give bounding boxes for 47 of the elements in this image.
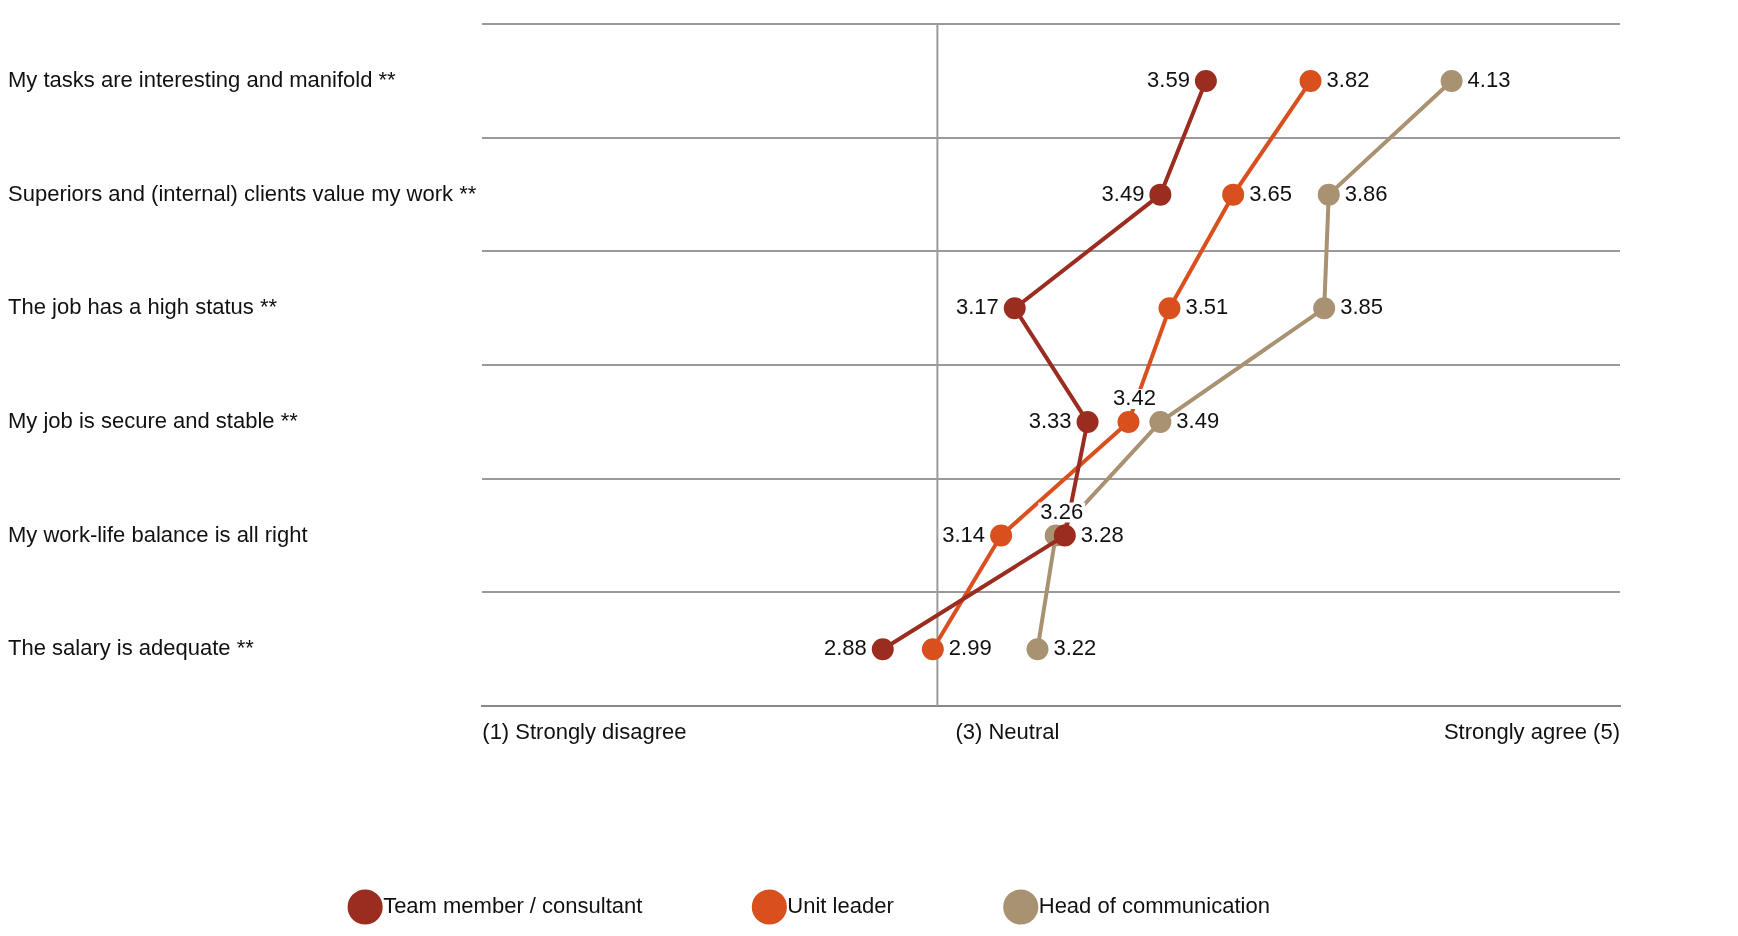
point xyxy=(1440,70,1463,93)
data-label: 3.49 xyxy=(1101,180,1145,206)
point xyxy=(921,638,944,661)
data-label: 3.22 xyxy=(1053,635,1097,661)
point xyxy=(1149,410,1172,433)
point xyxy=(1317,183,1340,206)
data-label: 3.17 xyxy=(955,294,999,320)
legend-label: Head of communication xyxy=(1038,893,1270,919)
y-tick-label: Superiors and (internal) clients value my work ** xyxy=(8,180,477,206)
data-label: 3.65 xyxy=(1249,180,1293,206)
data-label: 3.28 xyxy=(1080,521,1124,547)
point xyxy=(1222,183,1245,206)
point xyxy=(1313,297,1336,320)
point xyxy=(871,638,894,661)
text: Strongly agree (5) xyxy=(1443,719,1620,745)
point xyxy=(1299,70,1322,93)
data-label: 4.13 xyxy=(1467,67,1511,93)
data-label: 3.49 xyxy=(1176,407,1220,433)
data-label: 3.26 xyxy=(1040,498,1084,524)
point xyxy=(1076,410,1099,433)
y-tick-label: My tasks are interesting and manifold ** xyxy=(8,67,397,93)
data-label: 2.99 xyxy=(948,635,992,661)
data-label: 3.51 xyxy=(1185,294,1229,320)
point xyxy=(1003,297,1026,320)
text: (1) Strongly disagree xyxy=(482,719,687,745)
legend-label: Unit leader xyxy=(787,893,894,919)
legend-label: Team member / consultant xyxy=(383,893,643,919)
point xyxy=(990,524,1013,547)
data-label: 3.86 xyxy=(1344,180,1388,206)
data-label: 2.88 xyxy=(823,635,867,661)
y-tick-label: The salary is adequate ** xyxy=(8,635,255,661)
point xyxy=(1158,297,1181,320)
point xyxy=(1194,70,1217,93)
data-label: 3.59 xyxy=(1147,67,1190,93)
point xyxy=(1149,183,1172,206)
data-label: 3.14 xyxy=(942,521,986,547)
y-tick-label: The job has a high status ** xyxy=(8,294,278,320)
y-tick-label: My work-life balance is all right xyxy=(8,521,308,547)
data-label: 3.82 xyxy=(1326,67,1370,93)
data-label: 3.42 xyxy=(1113,384,1156,410)
data-label: 3.85 xyxy=(1340,294,1384,320)
point xyxy=(1053,524,1076,547)
data-label: 3.33 xyxy=(1028,407,1072,433)
text: (3) Neutral xyxy=(955,719,1060,745)
point xyxy=(1026,638,1049,661)
y-tick-label: My job is secure and stable ** xyxy=(8,407,299,433)
point xyxy=(1117,410,1140,433)
